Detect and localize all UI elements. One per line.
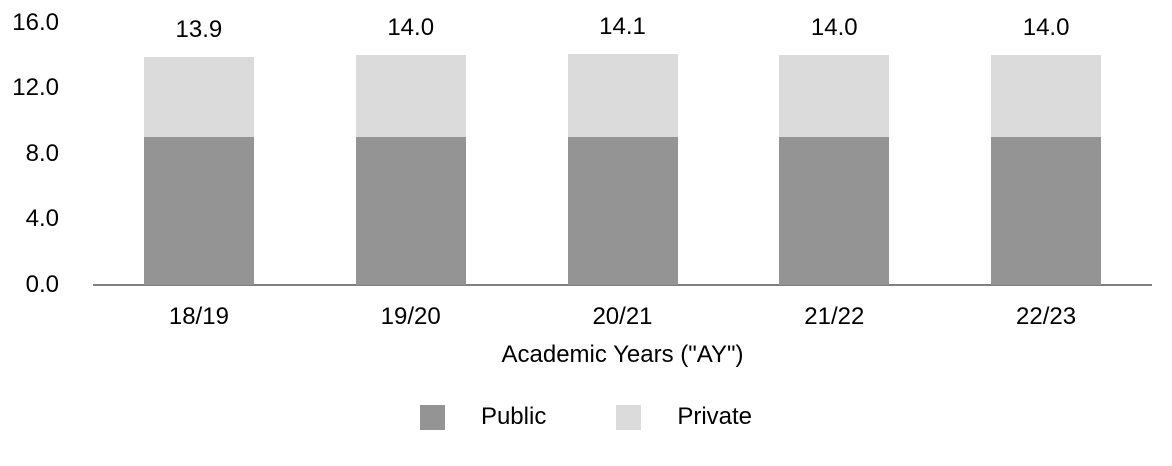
bar-segment-public [355, 137, 466, 285]
legend-swatch-public [419, 404, 445, 430]
y-tick-label: 16.0 [12, 8, 59, 36]
x-tick-label: 22/23 [1016, 303, 1077, 330]
chart-legend: Public Private [0, 403, 1172, 431]
x-tick-label: 19/20 [380, 303, 441, 330]
y-tick-label: 8.0 [25, 139, 59, 167]
bar-segment-private [143, 57, 254, 138]
legend-label: Public [480, 403, 547, 430]
legend-label: Private [677, 403, 753, 430]
x-tick-label: 21/22 [804, 303, 865, 330]
y-tick-label: 0.0 [25, 271, 59, 298]
bar-total-label: 14.0 [387, 14, 435, 42]
x-tick-label: 20/21 [592, 303, 653, 330]
bar-segment-public [991, 137, 1102, 285]
bar-segment-private [567, 53, 678, 138]
bar-segment-private [779, 55, 890, 138]
legend-swatch-private [616, 404, 642, 430]
bar-segment-private [991, 55, 1102, 138]
bar-total-label: 14.0 [810, 14, 858, 42]
bar-total-label: 14.1 [599, 12, 646, 40]
bar-segment-public [143, 137, 254, 285]
bar-segment-public [779, 137, 890, 285]
bar-total-label: 13.9 [175, 16, 223, 44]
legend-item-public: Public [419, 403, 547, 431]
legend-item-private: Private [616, 403, 752, 431]
bar-segment-private [355, 55, 466, 138]
bar-segment-public [567, 137, 678, 285]
x-tick-label: 18/19 [168, 303, 229, 330]
x-axis-title: Academic Years ("AY") [501, 341, 744, 368]
y-tick-label: 4.0 [25, 205, 59, 233]
bar-total-label: 14.0 [1022, 14, 1070, 42]
y-tick-label: 12.0 [12, 74, 59, 102]
